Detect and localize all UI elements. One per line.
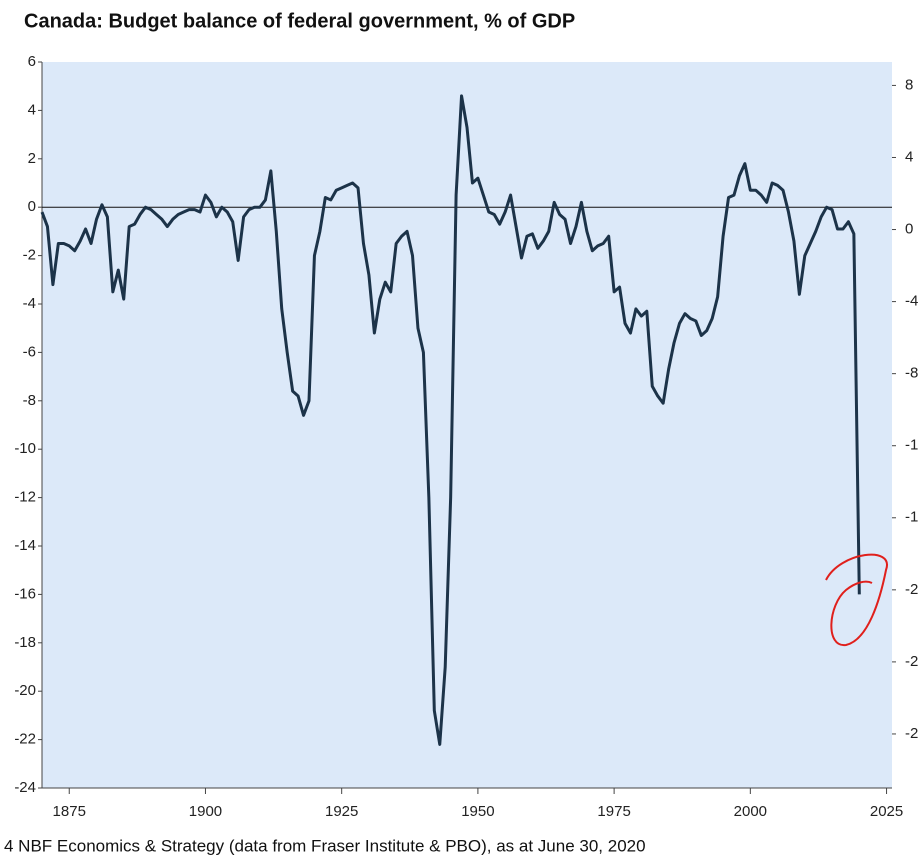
y-tick-label: -14 [14, 537, 36, 554]
y-tick-label: -20 [14, 682, 36, 699]
x-tick-label: 1925 [325, 803, 358, 820]
x-tick-label: 1950 [461, 803, 494, 820]
y2-tick-label: -16 [905, 509, 918, 526]
y2-tick-label: 8 [905, 76, 913, 93]
y-tick-label: 6 [28, 53, 36, 70]
source-note: 4 NBF Economics & Strategy (data from Fr… [4, 836, 646, 855]
y2-tick-label: -4 [905, 293, 918, 310]
chart-title: Canada: Budget balance of federal govern… [24, 10, 575, 32]
y-tick-label: -4 [23, 295, 36, 312]
y2-tick-label: -12 [905, 437, 918, 454]
y-tick-label: 0 [28, 198, 36, 215]
x-tick-label: 2025 [870, 803, 903, 820]
x-tick-label: 1900 [189, 803, 222, 820]
y2-tick-label: -24 [905, 653, 918, 670]
x-tick-label: 1875 [53, 803, 86, 820]
x-tick-label: 1975 [597, 803, 630, 820]
x-tick-label: 2000 [734, 803, 767, 820]
y2-tick-label: 4 [905, 148, 913, 165]
y-tick-label: -6 [23, 343, 36, 360]
y-tick-label: -18 [14, 634, 36, 651]
y-tick-label: -16 [14, 585, 36, 602]
y-tick-label: -8 [23, 392, 36, 409]
annotation-circle [825, 553, 888, 647]
y-tick-label: -10 [14, 440, 36, 457]
y-tick-label: 4 [28, 101, 36, 118]
y2-tick-label: -8 [905, 365, 918, 382]
y-tick-label: -22 [14, 731, 36, 748]
y-tick-label: -2 [23, 247, 36, 264]
y-tick-label: 2 [28, 150, 36, 167]
y2-tick-label: -20 [905, 581, 918, 598]
y-tick-label: -24 [14, 779, 36, 796]
y2-tick-label: -28 [905, 725, 918, 742]
y2-tick-label: 0 [905, 221, 913, 238]
data-line [40, 94, 861, 746]
y-tick-label: -12 [14, 489, 36, 506]
plot-area [42, 62, 892, 788]
